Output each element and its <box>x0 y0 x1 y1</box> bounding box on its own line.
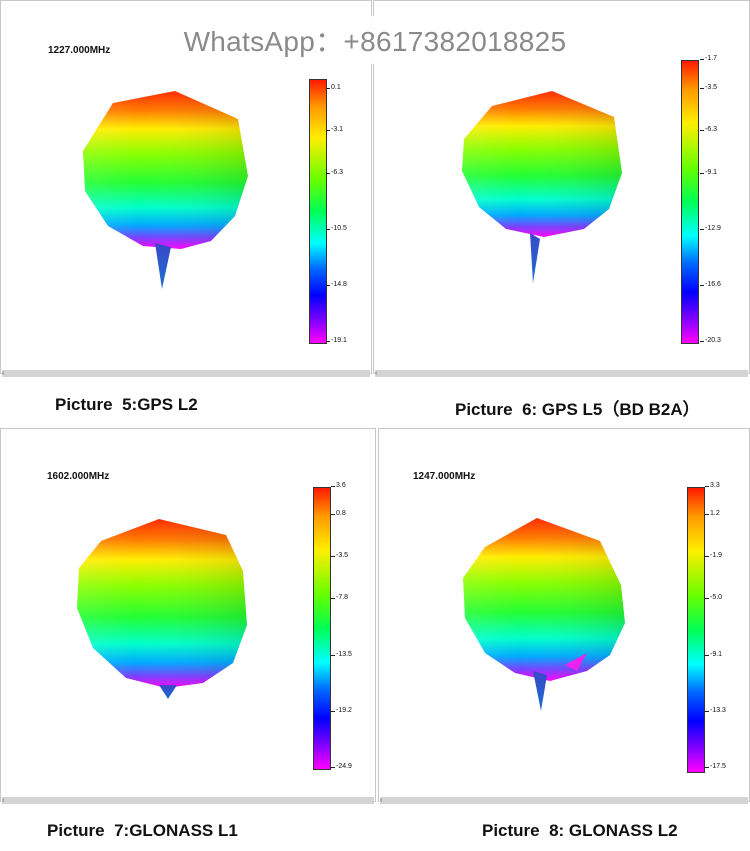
frequency-label: 1227.000MHz <box>48 45 111 56</box>
scale-tick: -16.6 <box>700 281 721 288</box>
scale-tick: -1.9 <box>704 552 723 559</box>
color-scale-bar <box>313 487 331 770</box>
scroll-left-icon[interactable]: ‹ <box>380 797 383 804</box>
scroll-left-icon[interactable]: ‹ <box>2 370 5 377</box>
horizontal-scrollbar[interactable] <box>375 370 748 377</box>
scale-tick: -13.3 <box>705 707 726 714</box>
scale-tick: 0.8 <box>331 510 346 517</box>
scale-tick: -6.3 <box>325 169 344 176</box>
scale-tick: -1.7 <box>699 55 718 62</box>
pattern-panel-4: 1247.000MHz 3.3 1.2 -1.9 -5.0 -9.1 -13.3… <box>378 428 750 802</box>
scale-tick: -6.3 <box>699 126 718 133</box>
figure-caption: Picture 6: GPS L5（BD B2A） <box>455 400 700 419</box>
color-scale-bar <box>309 79 327 344</box>
scroll-left-icon[interactable]: ‹ <box>2 797 5 804</box>
watermark-contact: WhatsApp：+8617382018825 <box>138 16 612 64</box>
scale-tick: -24.9 <box>331 763 352 770</box>
scale-tick: -9.1 <box>699 169 718 176</box>
scale-tick: -3.1 <box>325 126 344 133</box>
color-scale-bar <box>681 60 699 344</box>
scale-tick: -13.5 <box>331 651 352 658</box>
scale-tick: -3.5 <box>330 552 349 559</box>
frequency-label: 1602.000MHz <box>47 471 110 482</box>
scale-tick: -7.8 <box>330 594 349 601</box>
frequency-label: 1247.000MHz <box>413 471 476 482</box>
figure-caption: Picture 7:GLONASS L1 <box>47 821 238 840</box>
scroll-left-icon[interactable]: ‹ <box>375 370 378 377</box>
color-scale-bar <box>687 487 705 773</box>
scale-tick: -20.3 <box>700 337 721 344</box>
scale-tick: 0.1 <box>326 84 341 91</box>
scale-tick: -19.2 <box>331 707 352 714</box>
horizontal-scrollbar[interactable] <box>2 370 370 377</box>
scale-tick: -17.5 <box>705 763 726 770</box>
scale-tick: 3.6 <box>331 482 346 489</box>
scale-tick: -19.1 <box>326 337 347 344</box>
scale-tick: 3.3 <box>705 482 720 489</box>
scale-tick: -12.9 <box>700 225 721 232</box>
figure-caption: Picture 8: GLONASS L2 <box>482 821 678 840</box>
radiation-pattern-3d <box>463 518 625 711</box>
pattern-panel-3: 1602.000MHz 3.6 0.8 -3.5 -7.8 -13.5 -19.… <box>0 428 376 802</box>
radiation-pattern-3d <box>83 91 248 289</box>
scale-tick: 1.2 <box>705 510 720 517</box>
scale-tick: -5.0 <box>704 594 723 601</box>
scale-tick: -9.1 <box>704 651 723 658</box>
horizontal-scrollbar[interactable] <box>2 797 374 804</box>
scale-tick: -3.5 <box>699 84 718 91</box>
scale-tick: -10.5 <box>326 225 347 232</box>
scale-tick: -14.8 <box>326 281 347 288</box>
horizontal-scrollbar[interactable] <box>380 797 748 804</box>
radiation-pattern-3d <box>462 91 622 283</box>
figure-caption: Picture 5:GPS L2 <box>55 395 198 414</box>
radiation-pattern-3d <box>77 519 247 699</box>
